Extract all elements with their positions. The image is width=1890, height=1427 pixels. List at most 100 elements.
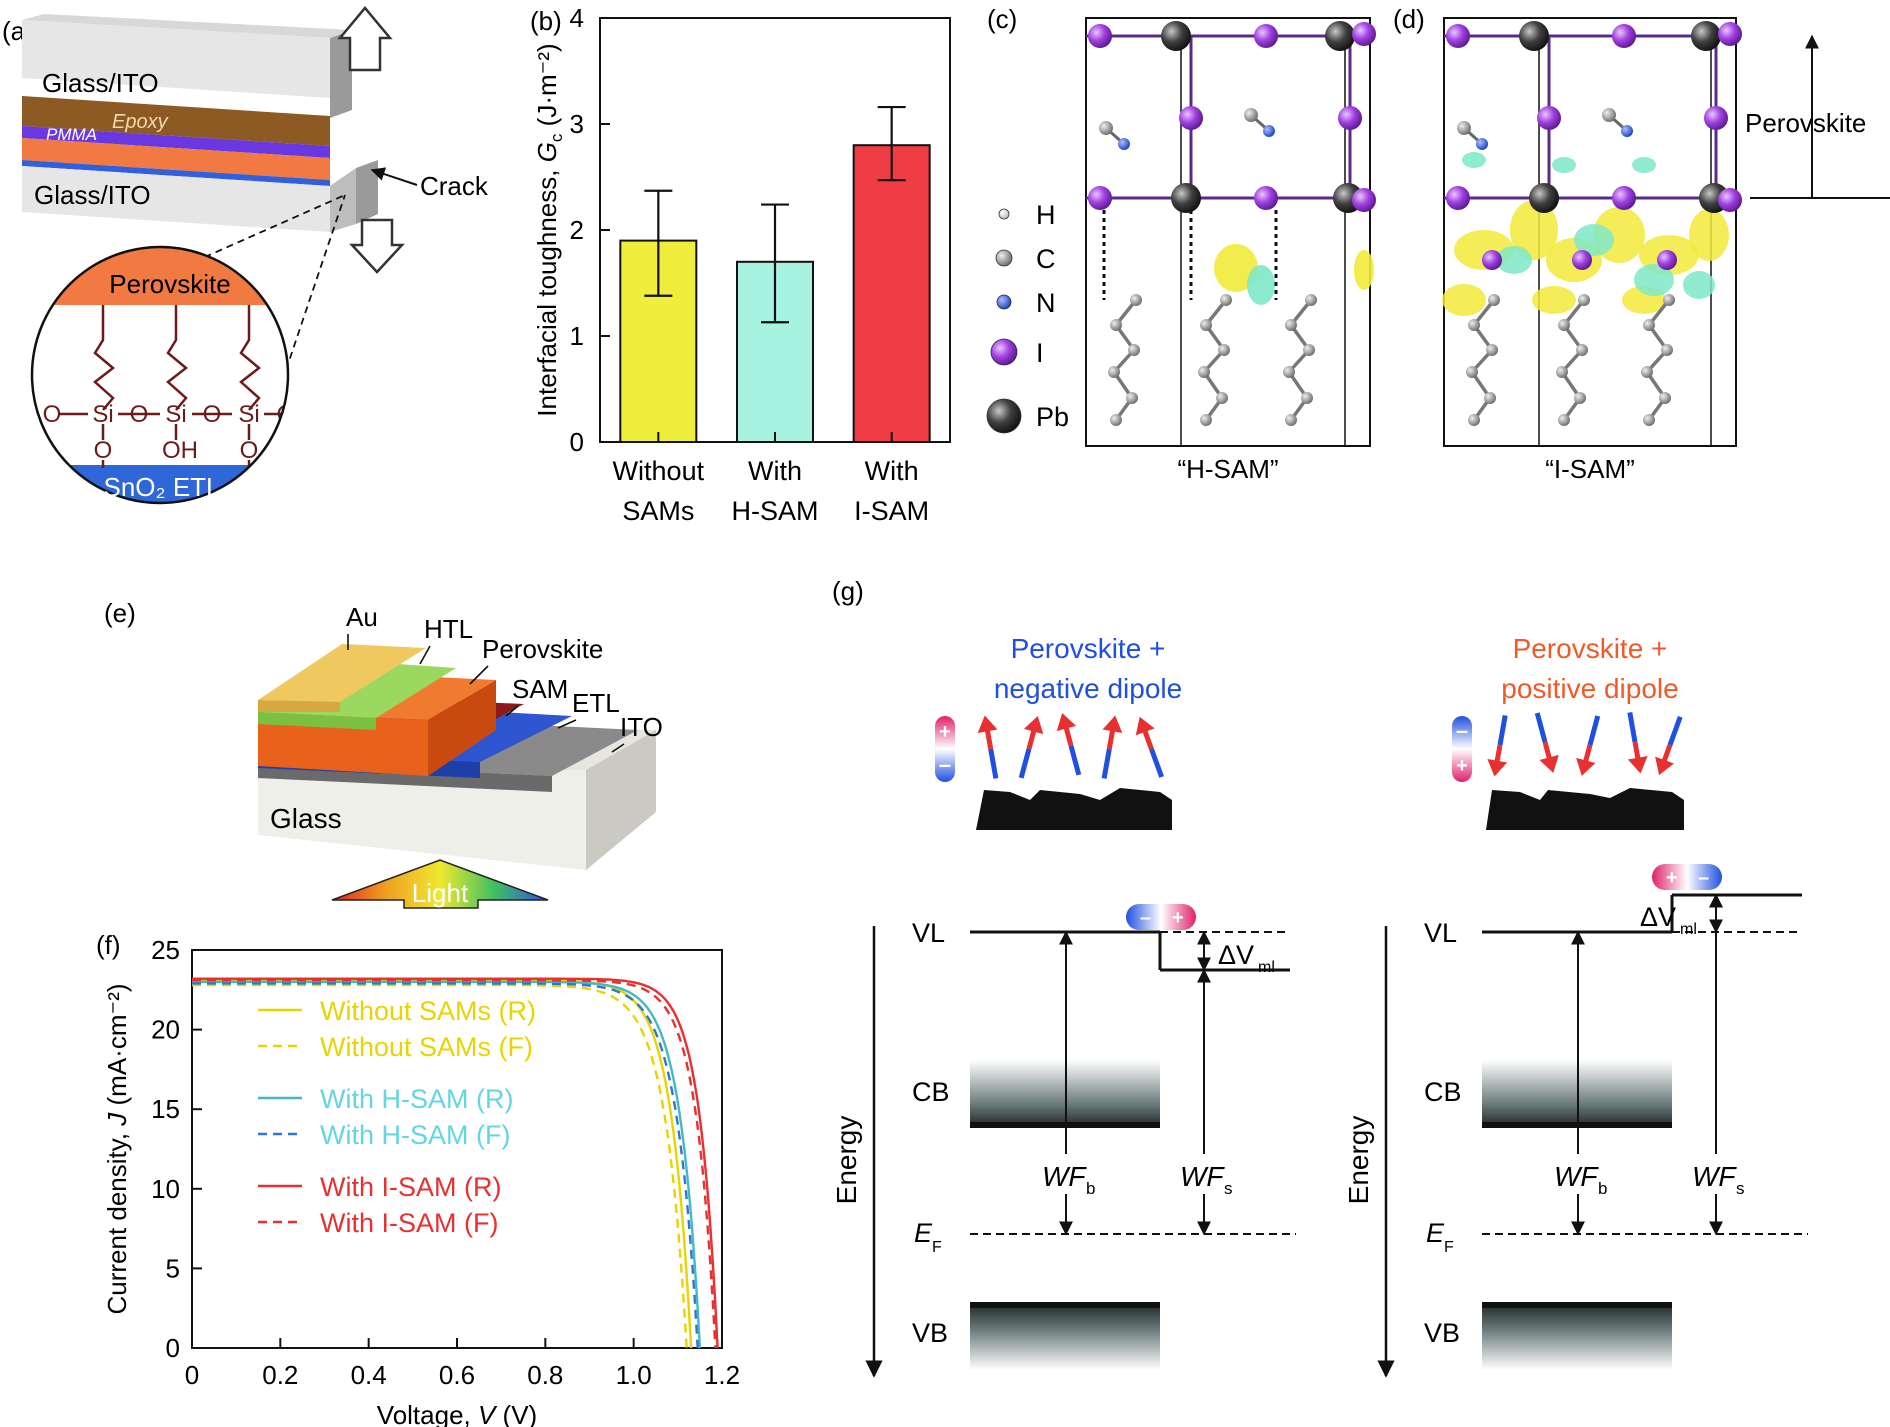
energy-axis-label: Energy xyxy=(1343,1116,1374,1205)
charge-density xyxy=(1683,271,1715,299)
svg-text:O: O xyxy=(43,401,62,428)
atom-c-icon xyxy=(1641,366,1653,378)
atom-i-icon xyxy=(1537,106,1561,130)
svg-text:–: – xyxy=(1456,718,1468,743)
valence-band xyxy=(1482,1302,1672,1370)
atom-pb-icon xyxy=(1529,183,1559,213)
glass-top-top xyxy=(22,14,352,38)
jv-curve-2 xyxy=(192,980,702,1349)
svg-text:Si: Si xyxy=(238,401,259,428)
atom-c-icon xyxy=(1283,366,1295,378)
dipole-arrow-icon xyxy=(1576,715,1601,776)
atom-i-icon xyxy=(1352,188,1376,212)
atom-c-icon xyxy=(1574,392,1586,404)
panel-e-label: (e) xyxy=(104,598,136,628)
dipole-arrow-icon xyxy=(1018,716,1044,779)
delta-v-label: ΔV xyxy=(1640,902,1676,932)
atom-c-icon xyxy=(1244,108,1258,122)
negative-dipole-title-1: Perovskite + xyxy=(1011,633,1166,664)
light-arrow xyxy=(331,859,549,909)
perovskite-front xyxy=(258,712,428,776)
charge-density xyxy=(1634,264,1674,296)
atom-c-icon xyxy=(1200,414,1212,426)
jv-curve-5 xyxy=(192,979,717,1349)
pmma-layer xyxy=(22,126,330,158)
atom-c-icon xyxy=(1468,319,1480,331)
atom-c-icon xyxy=(1466,366,1478,378)
jv-curve-chart: 0 0.2 0.4 0.6 0.8 1.0 1.2 0 5 10 15 20 25 Without SAM… xyxy=(102,935,740,1427)
atom-i-icon xyxy=(1704,106,1728,130)
x-tick-label-b: With xyxy=(865,456,919,486)
glass-bottom-offset xyxy=(330,168,356,232)
atom-c-icon xyxy=(1486,344,1498,356)
htl-label: HTL xyxy=(424,614,473,644)
atom-c-icon xyxy=(1643,319,1655,331)
atom-c-icon xyxy=(1643,414,1655,426)
dipole-arrow-icon xyxy=(1101,715,1123,779)
perovskite-arrow-label: Perovskite xyxy=(1745,108,1866,138)
atom-c-icon xyxy=(1488,294,1500,306)
y-tick-label-f: 20 xyxy=(151,1015,180,1045)
dipole-arrow-icon xyxy=(1534,712,1559,773)
atom-c-icon xyxy=(1303,344,1315,356)
wf-label-bg xyxy=(1550,1154,1606,1194)
dipole-legend-left xyxy=(935,716,955,782)
atom-c-icon xyxy=(1216,392,1228,404)
legend-label-1: Without SAMs (F) xyxy=(320,1032,533,1062)
cb-label: CB xyxy=(912,1077,950,1107)
x-tick-label-b: H-SAM xyxy=(732,496,819,526)
perovskite-side xyxy=(428,680,496,776)
positive-dipole-title-2: positive dipole xyxy=(1501,673,1678,704)
negative-dipole-title-2: negative dipole xyxy=(994,673,1182,704)
perovskite-layer-a xyxy=(22,138,330,180)
si-o-labels: I I I O Si O Si O Si O O OH O xyxy=(43,308,288,464)
au-label: Au xyxy=(346,602,378,632)
y-tick-label-f: 10 xyxy=(151,1174,180,1204)
vb-edge xyxy=(1482,1302,1672,1308)
pull-down-arrow-icon xyxy=(349,218,405,274)
atom-n-icon xyxy=(1621,125,1633,137)
epoxy-label: Epoxy xyxy=(112,111,169,133)
atom-n-icon xyxy=(996,294,1012,310)
svg-text:I: I xyxy=(173,308,179,331)
svg-text:O: O xyxy=(130,401,149,428)
atom-c-icon xyxy=(1602,108,1616,122)
charge-density xyxy=(1214,244,1258,292)
ef-label: E xyxy=(914,1218,933,1248)
charge-density xyxy=(1496,246,1532,274)
h-sam-structure-frame xyxy=(1085,17,1371,447)
charge-density xyxy=(1510,200,1558,260)
panel-d: (d) “I-SAM” Perovskite xyxy=(1393,4,1890,484)
x-tick-label-f: 0 xyxy=(185,1360,199,1390)
panel-b-label: (b) xyxy=(530,6,562,36)
svg-text:Si: Si xyxy=(165,401,186,428)
sam-label: SAM xyxy=(512,674,568,704)
wf-label-bg xyxy=(1038,1154,1094,1194)
panel-b: (b) 0 1 2 3 4 Without SAMs With H-SAM With I-SAM In… xyxy=(530,3,951,526)
atom-i-icon xyxy=(1612,24,1636,48)
delta-v-sub: ml xyxy=(1258,959,1275,976)
atom-i-icon xyxy=(1612,186,1636,210)
etl-circle-label: SnO₂ ETL xyxy=(103,472,220,502)
dipole-arrow-icon xyxy=(1056,713,1082,776)
y-tick-label-f: 0 xyxy=(166,1333,180,1363)
i-sam-caption: “I-SAM” xyxy=(1545,454,1635,484)
atom-h-icon xyxy=(998,208,1010,220)
x-tick-label-f: 0.2 xyxy=(262,1360,298,1390)
y-axis-label-b: Interfacial toughness, Gc (J·m⁻²) xyxy=(532,43,566,416)
ito-label: ITO xyxy=(620,712,663,742)
x-tick-label-f: 1.0 xyxy=(616,1360,652,1390)
atom-i-icon xyxy=(1657,250,1677,270)
atom-c-icon xyxy=(995,249,1013,267)
x-tick-label-b: I-SAM xyxy=(854,496,929,526)
legend-label-4: With I-SAM (R) xyxy=(320,1172,502,1202)
etl-layer-a xyxy=(22,160,330,186)
y-tick-label-b: 0 xyxy=(570,427,584,457)
atom-c-icon xyxy=(1128,344,1140,356)
crack-pointer xyxy=(370,167,418,186)
atom-c-icon xyxy=(1576,344,1588,356)
wf-surface-sub: s xyxy=(1224,1179,1233,1198)
y-tick-label-f: 5 xyxy=(166,1253,180,1283)
